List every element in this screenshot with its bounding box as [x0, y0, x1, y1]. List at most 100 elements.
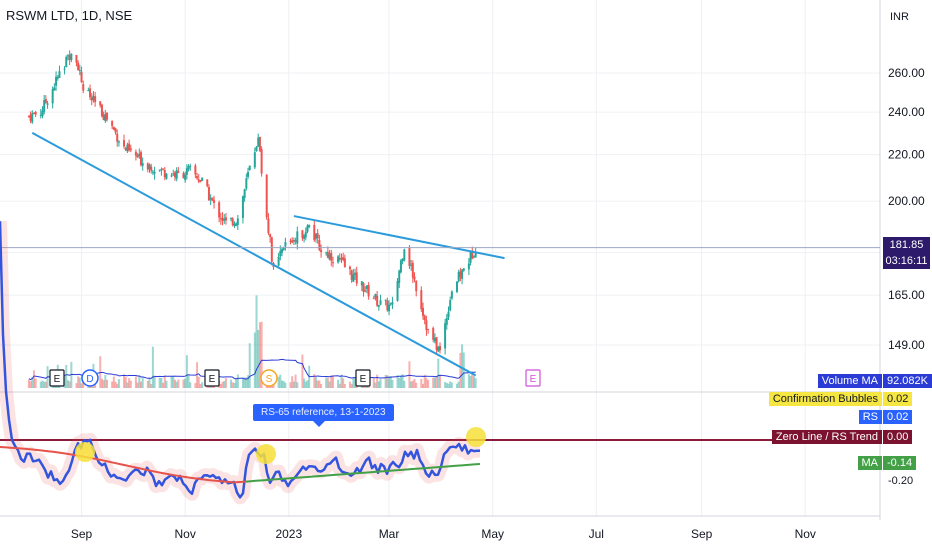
volume-bar	[291, 376, 294, 388]
volume-bar	[111, 381, 114, 388]
volume-bar	[459, 352, 462, 388]
candle-body	[148, 164, 151, 170]
volume-bar	[41, 380, 44, 388]
candle-body	[221, 217, 224, 221]
candle-body	[425, 320, 428, 331]
volume-bar	[114, 381, 117, 388]
confirmation-bubble	[75, 442, 95, 462]
volume-bar	[255, 295, 258, 388]
volume-bar	[474, 378, 477, 388]
event-marker[interactable]: E	[525, 369, 541, 387]
candle-body	[235, 223, 238, 226]
candle-body	[420, 290, 423, 310]
volume-bar	[398, 378, 401, 388]
volume-bar	[469, 375, 472, 388]
volume-bar	[27, 379, 30, 388]
volume-bar	[163, 375, 166, 388]
candle-body	[314, 233, 317, 239]
marker-box	[355, 369, 371, 387]
volume-bar	[32, 370, 35, 388]
candle-body	[354, 272, 357, 275]
candle-body	[213, 200, 216, 203]
volume-bar	[124, 376, 127, 388]
indicator-name-3: Zero Line / RS Trend	[771, 430, 882, 444]
candle-body	[51, 89, 54, 104]
volume-bar	[233, 382, 236, 388]
event-marker[interactable]: S	[260, 369, 278, 387]
event-marker[interactable]: D	[81, 369, 99, 387]
candle-body	[372, 298, 375, 300]
candle-body	[316, 233, 319, 239]
time-tick-label: May	[481, 527, 504, 541]
volume-bar	[260, 321, 263, 388]
event-marker[interactable]: E	[204, 369, 220, 387]
candle-body	[365, 285, 368, 289]
volume-bar	[294, 374, 297, 388]
candle-body	[360, 281, 363, 286]
time-tick-label: 2023	[275, 527, 302, 541]
candle-body	[284, 242, 287, 247]
candle-body	[325, 252, 328, 254]
volume-bar	[471, 374, 474, 388]
chart-title: RSWM LTD, 1D, NSE	[6, 8, 133, 23]
candle-body	[219, 218, 222, 220]
volume-bar	[77, 376, 80, 388]
volume-bar	[352, 377, 355, 388]
candle-body	[331, 262, 334, 264]
volume-bar	[301, 354, 304, 388]
volume-bar	[401, 374, 404, 388]
marker-label: D	[86, 374, 93, 385]
candle-body	[308, 224, 311, 227]
event-marker[interactable]: E	[49, 369, 65, 387]
candle-body	[29, 114, 32, 121]
candle-body	[337, 256, 340, 263]
rs-reference-callout[interactable]: RS-65 reference, 13-1-2023	[253, 404, 394, 427]
volume-bar	[162, 382, 165, 388]
candle-body	[461, 269, 464, 280]
volume-bar	[320, 383, 323, 388]
volume-bar	[413, 378, 416, 388]
candle-body	[439, 346, 441, 351]
volume-bar	[313, 374, 316, 388]
indicator-name-2: RS	[858, 410, 882, 424]
candle-body	[444, 323, 447, 349]
volume-bar	[136, 382, 139, 388]
axes: 260.00 240.00 220.00 200.00 165.00 149.00 -0.2…	[71, 66, 925, 541]
candle-body	[258, 136, 261, 151]
volume-bar	[337, 379, 340, 388]
volume-bar	[78, 377, 81, 388]
event-marker[interactable]: E	[355, 369, 371, 387]
volume-bar	[328, 381, 331, 388]
volume-bar	[245, 377, 248, 388]
candle-body	[194, 165, 197, 175]
candle-body	[245, 178, 248, 189]
candle-body	[146, 163, 149, 170]
volume-bar	[243, 377, 246, 388]
candle-body	[184, 174, 187, 181]
volume-bar	[467, 374, 470, 388]
volume-bar	[194, 383, 197, 388]
volume-bar	[148, 377, 151, 388]
price-tick-label: 220.00	[888, 148, 925, 162]
volume-bar	[447, 383, 450, 388]
volume-bar	[223, 381, 226, 388]
volume-bar	[248, 343, 251, 388]
volume-bar	[396, 375, 399, 388]
rs-ma-falling	[0, 446, 247, 484]
volume-bar	[433, 377, 436, 388]
rs-ma-rising	[245, 463, 481, 483]
candle-body	[31, 113, 34, 123]
candle-body	[140, 152, 143, 166]
candle-body	[248, 165, 251, 171]
candle-body	[270, 237, 273, 262]
volume-bar	[292, 381, 295, 388]
price-tick-label: 200.00	[888, 194, 925, 208]
marker-label: E	[54, 374, 61, 385]
candle-body	[281, 249, 284, 253]
volume-bar	[388, 376, 391, 388]
candle-body	[117, 141, 120, 143]
volume-bar	[201, 382, 204, 388]
candle-body	[201, 177, 204, 182]
candle-body	[471, 250, 474, 259]
